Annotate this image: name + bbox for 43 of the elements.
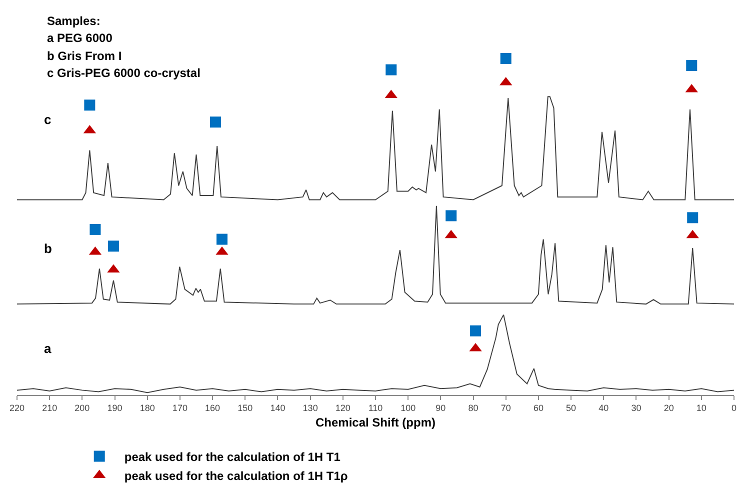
x-tick-label: 220	[9, 402, 25, 413]
x-tick-label: 120	[335, 402, 350, 413]
text: Samples:	[47, 14, 100, 28]
point	[500, 52, 512, 64]
x-tick-label: 60	[533, 402, 544, 413]
legend-label: peak used for the calculation of 1H T1	[124, 450, 341, 464]
annotation: c	[44, 112, 52, 127]
x-tick-label: 190	[107, 402, 122, 413]
x-tick-label: 130	[302, 402, 318, 413]
x-tick-label: 90	[436, 402, 446, 413]
point	[108, 240, 119, 252]
annotation: c Gris-PEG 6000 co-crystal	[47, 66, 200, 80]
point	[90, 224, 101, 235]
x-tick-label: 170	[172, 402, 188, 413]
x-tick-label: 70	[500, 402, 511, 413]
x-tick-label: 110	[368, 402, 383, 413]
x-tick-label: 20	[664, 402, 674, 413]
point	[216, 234, 228, 245]
x-tick-label: 100	[400, 402, 416, 413]
point	[686, 60, 698, 72]
x-axis-title: Chemical Shift (ppm)	[315, 416, 436, 430]
annotation: b	[44, 241, 52, 256]
x-tick-label: 180	[140, 402, 155, 413]
x-tick-label: 210	[42, 402, 58, 413]
annotation: b Gris From I	[47, 49, 122, 63]
point	[84, 100, 96, 111]
x-tick-label: 40	[598, 402, 609, 413]
x-tick-label: 30	[631, 402, 642, 413]
point	[446, 210, 457, 222]
annotation: a	[44, 341, 52, 356]
point	[386, 64, 397, 76]
x-tick-label: 10	[696, 402, 706, 413]
point	[687, 212, 698, 224]
x-tick-label: 160	[205, 402, 220, 413]
x-tick-label: 200	[74, 402, 90, 413]
x-tick-label: 0	[731, 402, 737, 413]
point	[210, 116, 221, 128]
text: a PEG 6000	[47, 31, 113, 45]
x-tick-label: 140	[270, 402, 286, 413]
x-tick-label: 150	[238, 402, 253, 413]
x-tick-label: 80	[468, 402, 478, 413]
legend-label: peak used for the calculation of 1H T1ρ	[124, 468, 348, 483]
x-tick-label: 50	[566, 402, 576, 413]
